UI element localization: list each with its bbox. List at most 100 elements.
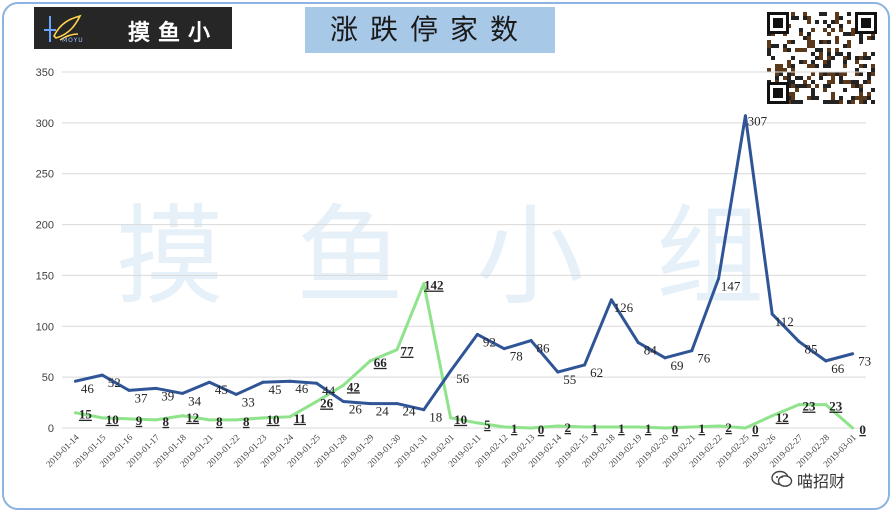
y-tick-label: 300 [36,118,54,130]
data-point-down [475,421,479,425]
data-point-up [851,352,855,356]
data-point-down [100,416,104,420]
data-label-down: 26 [320,396,334,411]
wechat-icon [771,470,793,487]
data-label-down: 5 [484,417,491,432]
data-point-up [717,276,721,280]
data-label-up: 112 [775,314,794,329]
data-label-up: 52 [108,375,121,390]
data-label-down: 12 [186,410,199,425]
data-point-down [556,424,560,428]
data-label-down: 11 [294,411,306,426]
y-tick-label: 100 [36,321,54,333]
y-tick-label: 150 [36,270,54,282]
data-point-up [583,363,587,367]
data-label-up: 86 [537,341,551,356]
data-label-up: 55 [563,372,576,387]
data-point-down [609,425,613,429]
data-label-up: 37 [135,390,149,405]
data-label-down: 2 [725,420,732,435]
brand-name-cn: 摸鱼小组 [128,21,219,78]
data-label-down: 23 [829,399,843,414]
y-tick-label: 350 [36,67,54,79]
data-point-down [181,414,185,418]
data-label-up: 45 [215,382,228,397]
data-point-down [690,425,694,429]
data-label-up: 85 [805,342,818,357]
data-point-down [395,348,399,352]
data-label-up: 26 [349,402,363,417]
data-label-down: 0 [859,422,866,437]
data-point-up [395,402,399,406]
wechat-account-name: 喵招财 [797,472,846,491]
data-point-up [609,298,613,302]
data-point-down [207,418,211,422]
data-label-up: 46 [81,381,95,396]
y-tick-label: 250 [36,169,54,181]
data-point-down [341,383,345,387]
data-point-down [717,424,721,428]
chart-title: 涨跌停家数 [329,13,530,46]
data-label-up: 62 [590,365,603,380]
data-point-up [154,386,158,390]
y-tick-label: 200 [36,220,54,232]
data-label-down: 10 [106,412,119,427]
data-label-down: 12 [776,410,789,425]
data-label-up: 84 [644,343,658,358]
chart-frame [2,2,890,510]
data-label-up: 46 [295,381,309,396]
data-point-up [234,392,238,396]
data-label-down: 1 [645,421,652,436]
data-point-down [851,426,855,430]
data-point-up [315,381,319,385]
data-point-down [449,416,453,420]
data-point-up [824,359,828,363]
data-point-down [154,418,158,422]
data-label-down: 10 [267,412,280,427]
data-point-up [181,391,185,395]
data-point-up [127,388,131,392]
data-point-up [690,349,694,353]
data-point-up [797,340,801,344]
data-point-down [797,403,801,407]
data-label-down: 2 [565,420,572,435]
data-point-down [502,425,506,429]
data-label-up: 66 [831,361,845,376]
data-label-up: 24 [403,404,417,419]
data-point-down [315,400,319,404]
data-point-up [73,379,77,383]
data-label-down: 0 [672,422,679,437]
data-point-down [743,426,747,430]
data-label-down: 9 [136,413,143,428]
data-label-down: 8 [163,414,170,429]
data-label-up: 78 [510,349,523,364]
brand-name-en: MOYU [62,37,84,44]
data-point-up [475,332,479,336]
qr-code-icon [767,12,877,104]
data-label-down: 1 [511,421,518,436]
data-point-up [449,369,453,373]
data-label-down: 1 [618,421,625,436]
data-label-up: 24 [376,404,390,419]
data-point-down [583,425,587,429]
data-point-down [127,417,131,421]
data-label-down: 0 [752,422,759,437]
data-label-down: 8 [243,414,250,429]
data-label-up: 18 [429,410,442,425]
data-point-down [261,416,265,420]
data-point-down [288,415,292,419]
watermark: 摸鱼小组 [116,195,837,320]
data-label-up: 69 [671,358,684,373]
data-point-down [824,403,828,407]
data-label-down: 15 [79,407,93,422]
data-point-down [422,282,426,286]
data-point-up [261,380,265,384]
data-point-up [636,341,640,345]
data-label-down: 10 [454,412,467,427]
data-label-down: 142 [424,278,444,293]
data-point-up [100,373,104,377]
data-label-down: 23 [803,399,817,414]
data-label-down: 66 [374,355,388,370]
data-point-down [368,359,372,363]
